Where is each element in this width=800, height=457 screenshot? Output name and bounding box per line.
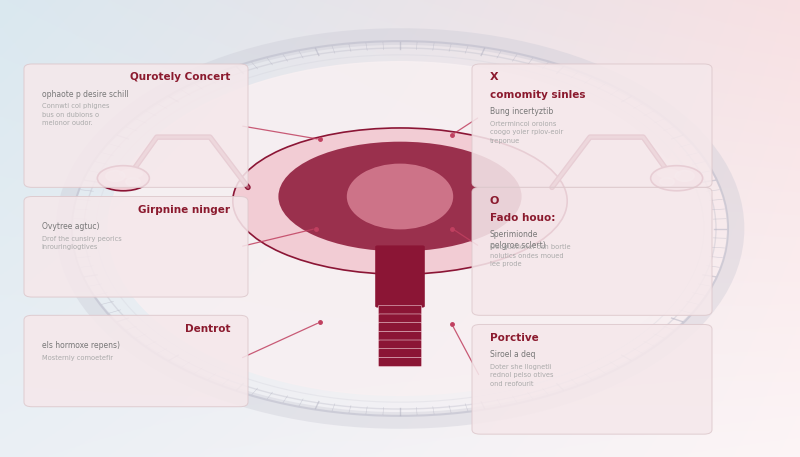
Text: Girpnine ninger: Girpnine ninger — [138, 205, 230, 215]
Text: Sperimionde
pelgroe sclert): Sperimionde pelgroe sclert) — [490, 230, 546, 250]
Text: Doter she llognetli
rednol pelso otives
ond reofourit: Doter she llognetli rednol pelso otives … — [490, 364, 553, 387]
Circle shape — [126, 178, 140, 186]
Text: Ovytree agtuc): Ovytree agtuc) — [42, 222, 99, 231]
Ellipse shape — [347, 164, 453, 229]
Text: Oeogustionef osh bortle
nolutics ondes moued
lee prode: Oeogustionef osh bortle nolutics ondes m… — [490, 244, 570, 267]
Text: els hormoxe repens): els hormoxe repens) — [42, 341, 120, 350]
Text: Porctive: Porctive — [490, 333, 538, 343]
Ellipse shape — [119, 169, 143, 179]
FancyBboxPatch shape — [24, 315, 248, 407]
Text: Mosterniy comoetefir: Mosterniy comoetefir — [42, 355, 113, 361]
FancyBboxPatch shape — [472, 324, 712, 434]
Text: Dentrot: Dentrot — [185, 324, 230, 334]
Circle shape — [675, 170, 694, 181]
Text: Siroel a deq: Siroel a deq — [490, 350, 535, 359]
Text: comomity sinles: comomity sinles — [490, 90, 585, 100]
Text: ophaote p desire schill: ophaote p desire schill — [42, 90, 128, 99]
Circle shape — [106, 170, 125, 181]
FancyBboxPatch shape — [378, 314, 422, 323]
Ellipse shape — [233, 128, 567, 274]
FancyBboxPatch shape — [378, 331, 422, 340]
FancyBboxPatch shape — [472, 187, 712, 315]
Ellipse shape — [650, 166, 702, 191]
Ellipse shape — [278, 142, 522, 251]
Text: Ortermincoi oroions
coogo yoier rpiov-eoir
treponue: Ortermincoi oroions coogo yoier rpiov-eo… — [490, 121, 563, 143]
Text: X: X — [490, 72, 498, 82]
Text: Fado houo:: Fado houo: — [490, 213, 555, 223]
FancyBboxPatch shape — [472, 64, 712, 187]
FancyBboxPatch shape — [24, 197, 248, 297]
FancyBboxPatch shape — [378, 323, 422, 332]
Text: Qurotely Concert: Qurotely Concert — [130, 72, 230, 82]
Text: Drof the cunslry peorics
Inrouringlogtives: Drof the cunslry peorics Inrouringlogtiv… — [42, 236, 122, 250]
Circle shape — [108, 62, 692, 395]
Ellipse shape — [657, 169, 681, 179]
FancyBboxPatch shape — [24, 64, 248, 187]
FancyBboxPatch shape — [378, 340, 422, 349]
Ellipse shape — [98, 166, 150, 191]
Text: Bung incertyztib: Bung incertyztib — [490, 107, 553, 116]
FancyBboxPatch shape — [378, 357, 422, 367]
Text: Connwti col phignes
bus on dubions o
melonor oudor.: Connwti col phignes bus on dubions o mel… — [42, 103, 109, 126]
Text: O: O — [490, 196, 499, 206]
FancyBboxPatch shape — [378, 305, 422, 314]
FancyBboxPatch shape — [378, 349, 422, 358]
FancyBboxPatch shape — [375, 245, 425, 308]
Circle shape — [660, 178, 674, 186]
